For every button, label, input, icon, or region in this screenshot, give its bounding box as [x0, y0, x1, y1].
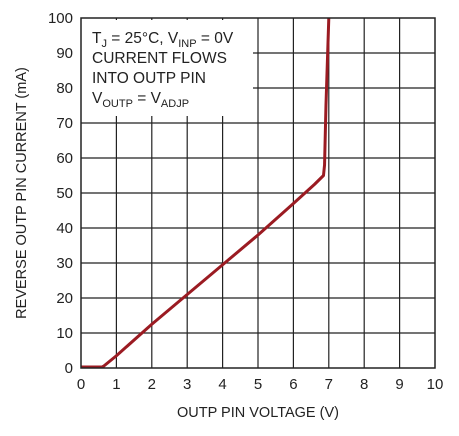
grid [81, 18, 435, 368]
y-tick-label: 40 [56, 220, 73, 237]
x-tick-label: 2 [148, 376, 156, 393]
annotation-line-4: VOUTP = VADJP [92, 90, 189, 110]
y-tick-label: 10 [56, 325, 73, 342]
y-tick-label: 90 [56, 45, 73, 62]
annotation-tj-label: T [92, 30, 102, 47]
y-tick-label: 80 [56, 80, 73, 97]
x-tick-label: 6 [289, 376, 297, 393]
series-line-1 [81, 17, 331, 369]
x-tick-labels: 0 1 2 3 4 5 6 7 8 9 10 [77, 376, 444, 393]
annotation-vinp-subscript: INP [178, 38, 196, 50]
annotation-tj-subscript: J [101, 38, 107, 50]
annotation-equals-v: = V [133, 90, 162, 107]
annotation-temperature: = 25°C, V [107, 30, 179, 47]
annotation-line-3: INTO OUTP PIN [92, 70, 206, 87]
x-axis-title: OUTP PIN VOLTAGE (V) [177, 405, 339, 421]
x-tick-label: 5 [254, 376, 262, 393]
annotation-background [81, 20, 253, 116]
y-tick-label: 70 [56, 115, 73, 132]
x-tick-label: 3 [183, 376, 191, 393]
x-tick-label: 1 [112, 376, 120, 393]
y-tick-label: 0 [65, 360, 73, 377]
y-tick-labels: 0 10 20 30 40 50 60 70 80 90 100 [48, 10, 73, 377]
annotation-vinp-value: = 0V [197, 30, 234, 47]
y-tick-label: 100 [48, 10, 73, 27]
y-tick-label: 30 [56, 255, 73, 272]
y-tick-label: 20 [56, 290, 73, 307]
x-tick-label: 4 [218, 376, 226, 393]
annotation-vadjp-subscript: ADJP [161, 98, 189, 110]
plot-frame [80, 17, 436, 369]
y-axis-title: REVERSE OUTP PIN CURRENT (mA) [14, 67, 30, 319]
series-group [81, 17, 331, 369]
x-tick-label: 0 [77, 376, 85, 393]
annotation-line-1: TJ = 25°C, VINP = 0V [92, 30, 234, 50]
x-tick-label: 8 [360, 376, 368, 393]
annotation-line-2: CURRENT FLOWS [92, 50, 227, 67]
x-tick-label: 10 [427, 376, 444, 393]
y-tick-label: 60 [56, 150, 73, 167]
x-tick-label: 7 [325, 376, 333, 393]
y-tick-label: 50 [56, 185, 73, 202]
x-tick-label: 9 [395, 376, 403, 393]
annotation-voutp-label: V [92, 90, 103, 107]
annotation-voutp-subscript: OUTP [102, 98, 133, 110]
